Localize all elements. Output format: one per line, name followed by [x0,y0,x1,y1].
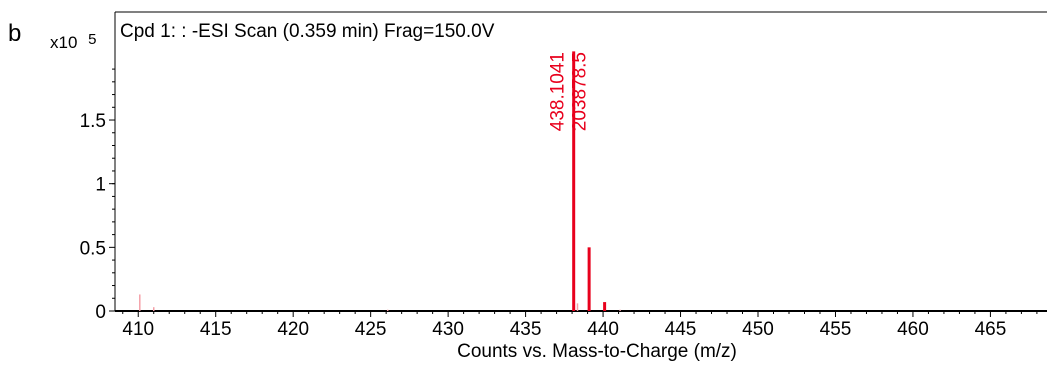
y-tick-label: 1.5 [80,111,106,132]
x-tick-label: 420 [277,319,309,340]
y-multiplier-exponent: 5 [88,31,96,48]
x-tick-label: 415 [200,319,232,340]
x-tick-label: 435 [510,319,542,340]
peak-annotation-label: 438.1041 [548,52,569,131]
x-ticks: 410 415 420 425 430 435 440 445 450 455 460 465 [122,311,1038,340]
y-ticks: 0 0.5 1 1.5 [80,68,115,323]
x-tick-label: 450 [742,319,774,340]
y-tick-label: 1 [95,175,106,196]
peak-annotations: 438.1041 203878.5 [548,52,591,131]
panel-letter: b [8,20,22,47]
x-tick-label: 465 [975,319,1007,340]
y-multiplier-label: x10 5 [50,31,97,52]
x-axis-label: Counts vs. Mass-to-Charge (m/z) [457,341,737,362]
x-tick-label: 455 [820,319,852,340]
x-tick-label: 430 [432,319,464,340]
x-tick-label: 460 [897,319,929,340]
y-tick-label: 0 [95,302,106,323]
axes-layer [114,11,1047,312]
x-tick-label: 425 [355,319,387,340]
x-tick-label: 440 [587,319,619,340]
spectrum-peaks [139,51,621,311]
y-tick-label: 0.5 [80,238,106,259]
x-tick-label: 445 [665,319,697,340]
x-tick-label: 410 [122,319,154,340]
peak-annotation-label: 203878.5 [570,52,591,131]
chart-title: Cpd 1: : -ESI Scan (0.359 min) Frag=150.… [120,21,495,42]
y-multiplier-base: x10 [50,33,77,52]
